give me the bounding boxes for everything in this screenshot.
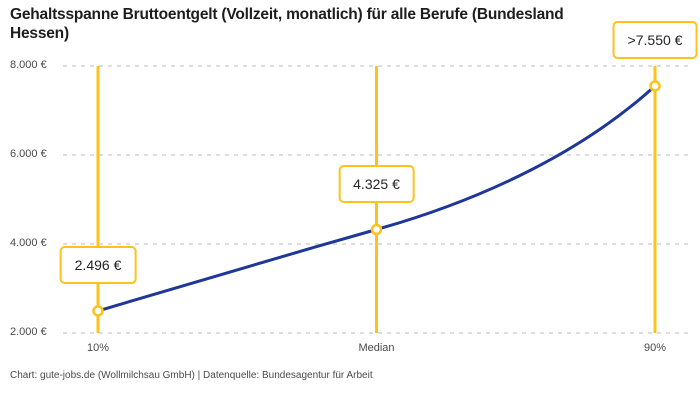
chart-footer: Chart: gute-jobs.de (Wollmilchsau GmbH) … <box>10 370 373 381</box>
chart-title-line1: Gehaltsspanne Bruttoentgelt (Vollzeit, m… <box>10 6 564 23</box>
y-axis-tick-label: 2.000 € <box>10 326 47 338</box>
data-point-10% <box>92 305 104 317</box>
value-label-box: 2.496 € <box>59 245 137 284</box>
chart-title: Gehaltsspanne Bruttoentgelt (Vollzeit, m… <box>10 5 564 43</box>
value-label-box: 4.325 € <box>338 164 415 203</box>
chart-title-line2: Hessen) <box>10 25 69 42</box>
x-axis-tick-label: Median <box>358 342 395 354</box>
value-label-box: >7.550 € <box>612 21 698 59</box>
y-axis-tick-label: 6.000 € <box>10 148 47 160</box>
data-point-90% <box>649 80 661 92</box>
y-axis-tick-label: 4.000 € <box>10 237 47 249</box>
y-axis-tick-label: 8.000 € <box>10 59 47 71</box>
data-point-Median <box>370 223 383 236</box>
x-axis-tick-label: 10% <box>86 342 110 354</box>
x-axis-tick-label: 90% <box>643 342 667 354</box>
